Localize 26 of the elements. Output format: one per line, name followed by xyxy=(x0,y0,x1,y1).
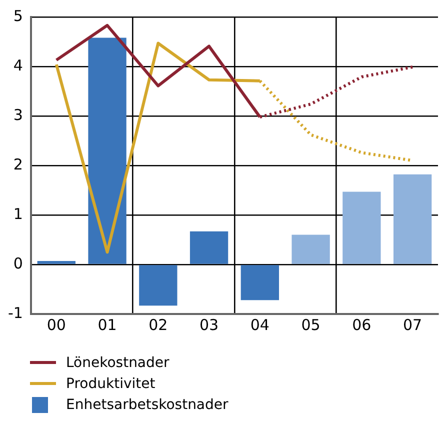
bar xyxy=(88,38,126,264)
y-tick-label: 2 xyxy=(13,155,23,174)
x-tick-label: 04 xyxy=(250,316,270,334)
bar xyxy=(37,261,76,264)
legend-label: Lönekostnader xyxy=(66,354,170,370)
x-tick-label: 07 xyxy=(403,316,422,334)
y-tick-label: 1 xyxy=(13,204,23,223)
x-tick-label: 03 xyxy=(199,316,219,334)
x-tick-label: 00 xyxy=(46,316,66,334)
legend-label: Produktivitet xyxy=(66,376,156,392)
y-tick-label: -1 xyxy=(8,304,23,322)
y-tick-label: 3 xyxy=(13,106,23,124)
y-tick-label: 0 xyxy=(13,254,23,272)
bar xyxy=(393,174,432,264)
x-tick-label: 05 xyxy=(301,316,320,334)
x-tick-label: 01 xyxy=(98,316,117,334)
bar xyxy=(190,231,228,264)
y-tick-label: 4 xyxy=(13,56,23,74)
y-tick-label: 5 xyxy=(13,6,23,25)
bar xyxy=(240,265,279,300)
bar xyxy=(139,265,178,306)
bar xyxy=(342,192,381,264)
x-tick-label: 06 xyxy=(352,316,372,334)
x-tick-label: 02 xyxy=(148,316,168,334)
bar xyxy=(292,234,330,264)
legend-label: Enhetsarbetskostnader xyxy=(66,396,228,412)
